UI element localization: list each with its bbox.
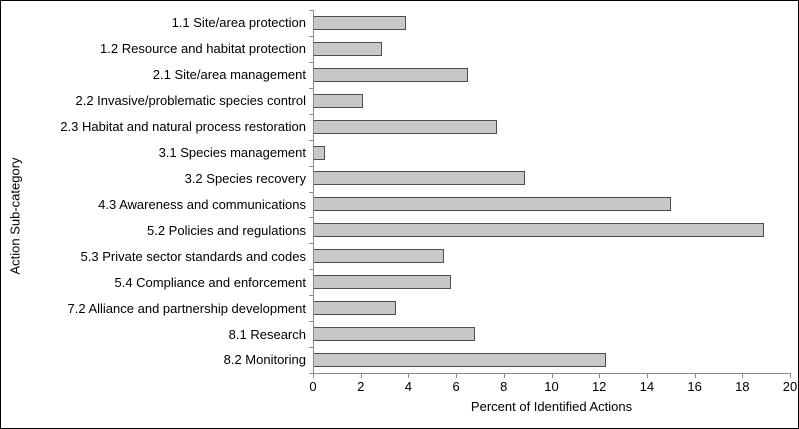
- x-axis-title: Percent of Identified Actions: [470, 399, 633, 414]
- bar-row: 4.3 Awareness and communications: [1, 191, 790, 217]
- bar-row: 2.1 Site/area management: [1, 62, 790, 88]
- category-label: 7.2 Alliance and partnership development: [67, 300, 307, 316]
- x-tick: [551, 374, 553, 378]
- bar: [313, 275, 452, 290]
- y-tick: [309, 269, 313, 271]
- category-label: 5.4 Compliance and enforcement: [114, 274, 306, 290]
- bar-track: [313, 166, 790, 192]
- bar-track: [313, 217, 790, 243]
- bar-row: 2.3 Habitat and natural process restorat…: [1, 114, 790, 140]
- category-label: 3.1 Species management: [158, 145, 306, 161]
- x-tick-label: 8: [500, 379, 508, 394]
- bar-row: 5.2 Policies and regulations: [1, 217, 790, 243]
- bar-row: 1.1 Site/area protection: [1, 10, 790, 36]
- category-label: 1.2 Resource and habitat protection: [100, 41, 306, 57]
- bar: [313, 15, 406, 30]
- bar: [313, 67, 469, 82]
- x-tick: [646, 374, 648, 378]
- x-tick-label: 14: [639, 379, 655, 394]
- x-tick: [360, 374, 362, 378]
- bar-row: 8.2 Monitoring: [1, 347, 790, 373]
- x-tick-label: 12: [591, 379, 607, 394]
- bar-track: [313, 62, 790, 88]
- bar: [313, 249, 445, 264]
- bar-track: [313, 269, 790, 295]
- category-label: 1.1 Site/area protection: [171, 15, 306, 31]
- x-tick-label: 2: [357, 379, 365, 394]
- x-tick: [408, 374, 410, 378]
- category-label: 5.3 Private sector standards and codes: [80, 248, 306, 264]
- y-tick: [309, 347, 313, 349]
- x-tick: [313, 374, 314, 378]
- category-label: 2.2 Invasive/problematic species control: [75, 93, 306, 109]
- y-tick: [309, 295, 313, 297]
- y-tick: [309, 373, 313, 374]
- bar-track: [313, 191, 790, 217]
- bar-track: [313, 347, 790, 373]
- x-tick: [599, 374, 601, 378]
- bar-rows: 1.1 Site/area protection 1.2 Resource and…: [1, 10, 790, 373]
- y-tick: [309, 113, 313, 115]
- bar-track: [313, 295, 790, 321]
- y-tick: [309, 165, 313, 167]
- bar-row: 5.3 Private sector standards and codes: [1, 243, 790, 269]
- bar: [313, 93, 364, 108]
- x-tick-label: 20: [782, 379, 798, 394]
- category-label: 4.3 Awareness and communications: [98, 196, 306, 212]
- y-tick: [309, 139, 313, 141]
- x-tick: [694, 374, 696, 378]
- bar: [313, 223, 764, 238]
- bar: [313, 197, 671, 212]
- bar-row: 3.2 Species recovery: [1, 166, 790, 192]
- bar: [313, 145, 325, 160]
- bar: [313, 352, 607, 367]
- bar: [313, 171, 526, 186]
- y-tick: [309, 61, 313, 63]
- bar-row: 1.2 Resource and habitat protection: [1, 36, 790, 62]
- bar-track: [313, 36, 790, 62]
- bar-row: 7.2 Alliance and partnership development: [1, 295, 790, 321]
- category-label: 3.2 Species recovery: [184, 170, 306, 186]
- category-label: 2.3 Habitat and natural process restorat…: [60, 119, 306, 135]
- y-tick: [309, 10, 313, 11]
- x-tick: [503, 374, 505, 378]
- bar: [313, 41, 383, 56]
- bar-track: [313, 243, 790, 269]
- bar: [313, 119, 497, 134]
- y-tick: [309, 35, 313, 37]
- bar-row: 5.4 Compliance and enforcement: [1, 269, 790, 295]
- category-label: 8.1 Research: [228, 326, 306, 342]
- x-tick: [790, 374, 791, 378]
- x-tick-label: 6: [452, 379, 460, 394]
- bar: [313, 327, 476, 342]
- bar-row: 2.2 Invasive/problematic species control: [1, 88, 790, 114]
- bar-track: [313, 114, 790, 140]
- bar-track: [313, 10, 790, 36]
- y-tick: [309, 191, 313, 193]
- x-tick-label: 16: [687, 379, 702, 394]
- bar-row: 3.1 Species management: [1, 140, 790, 166]
- category-label: 2.1 Site/area management: [152, 67, 306, 83]
- y-tick: [309, 87, 313, 89]
- bar: [313, 301, 397, 316]
- y-tick: [309, 217, 313, 219]
- bar-track: [313, 88, 790, 114]
- x-tick: [456, 374, 458, 378]
- y-tick: [309, 321, 313, 323]
- x-tick-label: 10: [544, 379, 559, 394]
- y-tick: [309, 243, 313, 245]
- bar-track: [313, 321, 790, 347]
- category-label: 5.2 Policies and regulations: [147, 222, 306, 238]
- x-tick-label: 18: [735, 379, 750, 394]
- x-tick: [742, 374, 744, 378]
- x-tick-label: 0: [309, 379, 317, 394]
- bar-track: [313, 140, 790, 166]
- category-label: 8.2 Monitoring: [223, 352, 306, 368]
- x-tick-label: 4: [404, 379, 412, 394]
- bar-row: 8.1 Research: [1, 321, 790, 347]
